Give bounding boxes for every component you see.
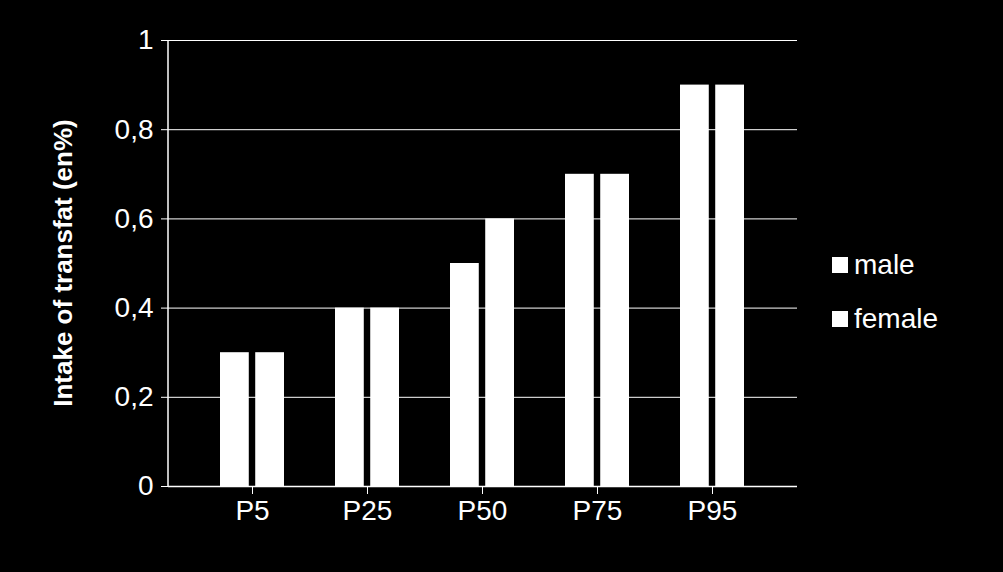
svg-text:0,4: 0,4 xyxy=(115,292,154,323)
html-text:female: female xyxy=(854,303,938,334)
svg-text:0,8: 0,8 xyxy=(115,114,154,145)
svg-text:P5: P5 xyxy=(235,495,269,526)
svg-text:P75: P75 xyxy=(573,495,623,526)
svg-text:0,6: 0,6 xyxy=(115,203,154,234)
html-text:male: male xyxy=(854,249,915,280)
svg-text:1: 1 xyxy=(138,24,154,55)
svg-text:Intake of transfat (en%): Intake of transfat (en%) xyxy=(48,119,78,407)
svg-text:0: 0 xyxy=(138,470,154,501)
svg-text:0,2: 0,2 xyxy=(115,381,154,412)
svg-text:P95: P95 xyxy=(688,495,738,526)
svg-text:P50: P50 xyxy=(458,495,508,526)
svg-text:P25: P25 xyxy=(343,495,393,526)
